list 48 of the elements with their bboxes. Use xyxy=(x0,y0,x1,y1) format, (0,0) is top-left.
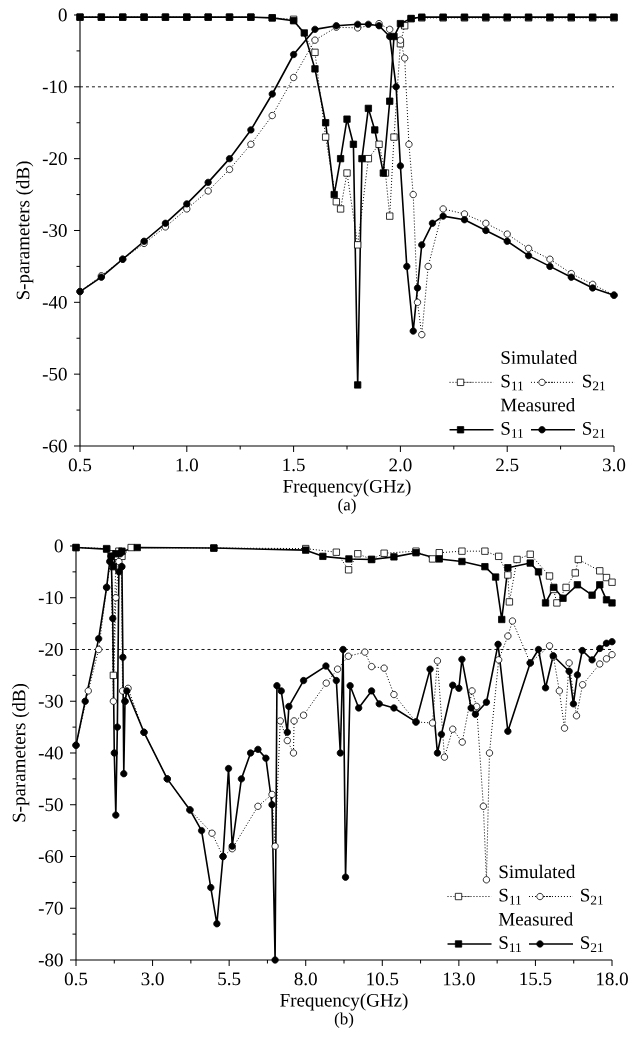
annotation: Measured xyxy=(498,912,573,926)
y-tick-label: -80 xyxy=(38,953,63,967)
legend-label: S$_{21}$ xyxy=(581,936,603,952)
x-tick-label: 15.5 xyxy=(520,972,552,986)
y-tick-label: -20 xyxy=(38,643,63,656)
y-axis-title: S-parameters (dB) xyxy=(16,161,34,300)
x-tick-label: 18.0 xyxy=(597,972,628,986)
legend-label: S$_{11}$ xyxy=(501,422,523,438)
legend-label: S$_{11}$ xyxy=(499,888,521,905)
x-tick-label: 3.0 xyxy=(603,458,626,472)
y-tick-label: -30 xyxy=(42,224,67,237)
y-tick-label: -30 xyxy=(38,694,63,708)
x-tick-label: 8.0 xyxy=(294,972,317,986)
y-tick-label: -40 xyxy=(42,295,67,309)
y-tick-label: -60 xyxy=(42,439,67,453)
text: (a) xyxy=(338,498,356,514)
x-tick-label: 0.5 xyxy=(68,458,92,472)
annotation: Measured xyxy=(500,398,576,412)
y-tick-label: -50 xyxy=(38,798,63,812)
y-tick-label: -60 xyxy=(38,850,63,863)
x-axis-title: Frequency(GHz) xyxy=(280,993,408,1011)
legend-label: S$_{11}$ xyxy=(501,374,523,391)
x-tick-label: 2.5 xyxy=(496,458,519,472)
x-tick-label: 3.0 xyxy=(141,972,164,986)
x-tick-label: 5.5 xyxy=(218,972,241,986)
y-tick-label: -50 xyxy=(42,367,67,381)
legend-label: S$_{21}$ xyxy=(583,374,605,391)
y-tick-label: -20 xyxy=(42,152,67,166)
x-axis-title: Frequency(GHz) xyxy=(283,479,411,497)
x-tick-label: 0.5 xyxy=(64,972,88,986)
y-tick-label: 0 xyxy=(58,8,67,22)
annotation: Simulated xyxy=(501,350,578,364)
y-tick-label: -70 xyxy=(38,901,63,915)
y-tick-label: -10 xyxy=(38,591,63,605)
x-tick-label: 13.0 xyxy=(443,972,475,986)
x-tick-label: 2.0 xyxy=(389,458,412,472)
y-tick-label: -10 xyxy=(42,80,67,94)
y-axis-title: S-parameters (dB) xyxy=(12,683,30,822)
y-tick-label: -40 xyxy=(38,746,63,760)
x-tick-label: 1.5 xyxy=(283,458,305,472)
legend-label: S$_{21}$ xyxy=(583,422,605,438)
x-tick-label: 1.0 xyxy=(176,458,198,472)
legend-label: S$_{11}$ xyxy=(499,936,521,952)
x-tick-label: 10.5 xyxy=(367,972,399,986)
legend-label: S$_{21}$ xyxy=(581,888,603,905)
text: (b) xyxy=(334,1012,354,1028)
annotation: Simulated xyxy=(499,864,576,879)
y-tick-label: 0 xyxy=(54,539,63,553)
